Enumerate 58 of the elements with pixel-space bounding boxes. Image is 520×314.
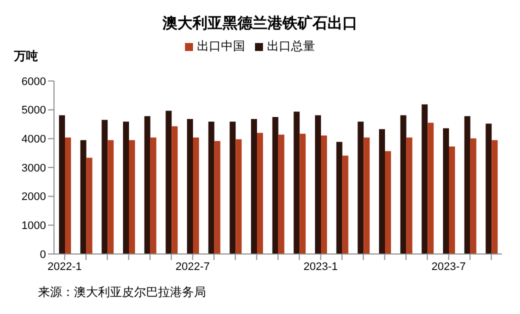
bar — [129, 140, 135, 254]
bar — [251, 119, 257, 254]
chart-title: 澳大利亚黑德兰港铁矿石出口 — [162, 14, 358, 33]
bar — [428, 122, 434, 254]
bar — [464, 116, 470, 254]
x-tick-label: 2022-1 — [48, 260, 82, 273]
bar — [193, 138, 199, 254]
bar — [336, 142, 342, 254]
y-tick-label: 1000 — [22, 220, 46, 232]
bar — [257, 132, 263, 254]
bar — [278, 134, 284, 254]
bar — [342, 156, 348, 254]
bar — [236, 139, 242, 254]
bar — [486, 124, 492, 254]
bar — [102, 120, 108, 254]
bar — [150, 138, 156, 254]
bar — [65, 138, 71, 254]
bar — [108, 140, 114, 254]
y-tick-label: 0 — [40, 248, 46, 261]
bar — [422, 104, 428, 254]
bar — [470, 138, 476, 254]
x-tick-label: 2022-7 — [176, 260, 210, 273]
source-note: 来源：澳大利亚皮尔巴拉港务局 — [38, 284, 206, 301]
bar — [443, 128, 449, 254]
bar — [172, 126, 178, 254]
bar — [321, 135, 327, 254]
y-axis-title: 万吨 — [14, 48, 38, 65]
bar — [80, 140, 86, 254]
bar — [187, 119, 193, 254]
y-tick-label: 5000 — [22, 104, 46, 117]
bar — [59, 115, 65, 254]
bar — [358, 122, 364, 254]
bar — [315, 115, 321, 254]
y-tick-label: 3000 — [22, 162, 46, 174]
bar — [406, 138, 412, 254]
bar — [400, 115, 406, 254]
bar — [214, 140, 220, 254]
bar — [364, 138, 370, 254]
bar — [449, 146, 455, 254]
legend-label: 出口中国 — [197, 39, 245, 53]
bar — [379, 129, 385, 254]
y-tick-label: 2000 — [22, 191, 46, 204]
bar — [123, 122, 129, 254]
legend-label: 出口总量 — [267, 39, 315, 53]
y-tick-label: 6000 — [22, 76, 46, 88]
bar — [294, 112, 300, 254]
bar — [385, 151, 391, 254]
bar — [230, 122, 236, 254]
bar — [208, 122, 214, 254]
bar — [166, 110, 172, 254]
bar — [300, 134, 306, 254]
y-tick-label: 4000 — [22, 134, 46, 146]
x-tick-label: 2023-7 — [432, 260, 466, 273]
bar — [492, 140, 498, 254]
bar — [144, 116, 150, 254]
bar — [272, 117, 278, 254]
x-tick-label: 2023-1 — [304, 260, 338, 273]
bar — [86, 158, 92, 254]
